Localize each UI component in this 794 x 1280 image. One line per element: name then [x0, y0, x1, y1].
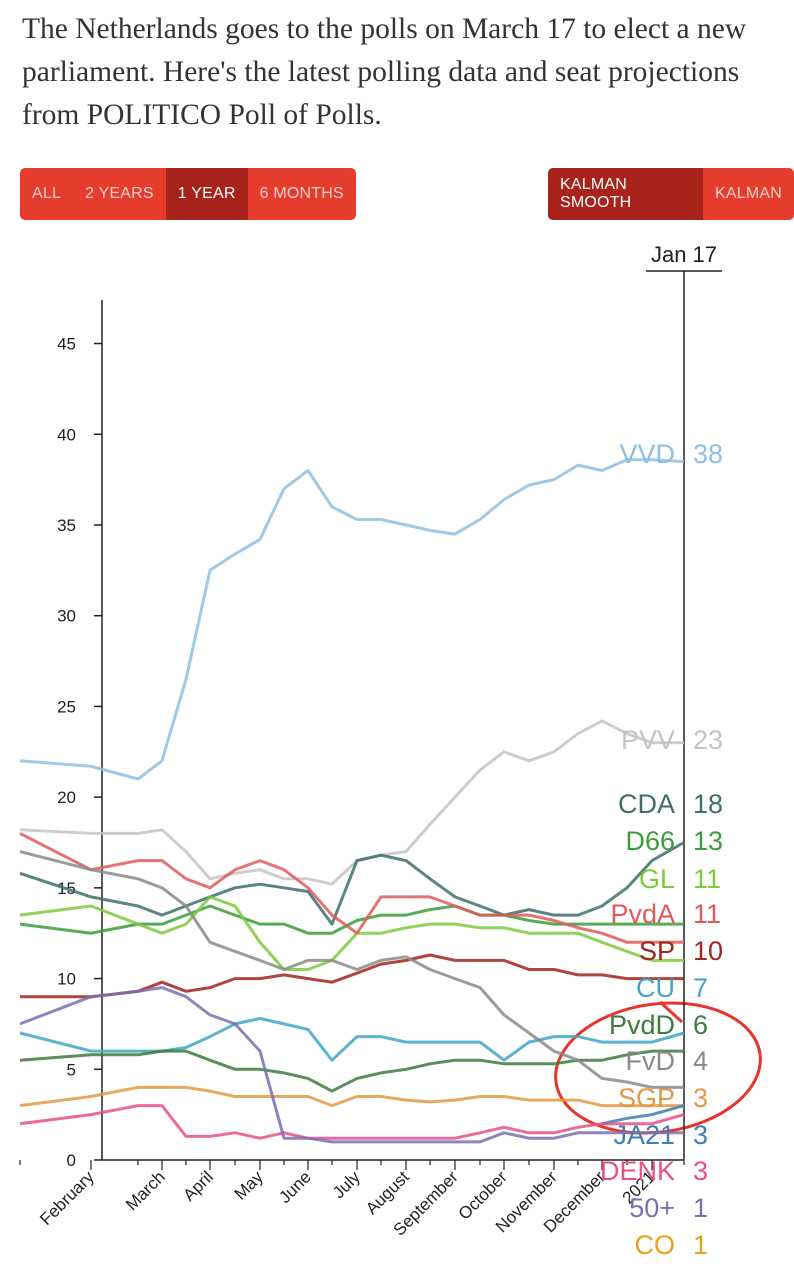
seat-count: 4 [693, 1046, 708, 1076]
toggle-button[interactable]: KALMAN [715, 185, 782, 202]
legend-name: SGP [618, 1083, 675, 1113]
y-tick-label: 30 [57, 607, 76, 626]
legend-name: 50+ [629, 1193, 675, 1223]
intro-text: The Netherlands goes to the polls on Mar… [22, 13, 747, 131]
series-line [19, 719, 684, 886]
series-line [19, 1017, 685, 1062]
series-line [19, 986, 684, 1144]
legend-name: PvdD [609, 1010, 675, 1040]
seat-count: 11 [693, 899, 721, 929]
toggle-button[interactable]: ALL [32, 185, 62, 202]
seat-count: 3 [693, 1083, 708, 1113]
series-line [19, 832, 684, 944]
legend-name: DENK [600, 1156, 675, 1186]
y-tick-label: 20 [57, 788, 76, 807]
series-line [20, 953, 684, 999]
annotation-stroke [658, 1000, 684, 1024]
seat-count: 13 [693, 826, 723, 856]
legend-name: D66 [625, 826, 675, 856]
x-tick-label: June [275, 1167, 315, 1207]
x-tick-label: April [179, 1167, 216, 1204]
seat-count: 23 [693, 725, 723, 755]
toggle-button[interactable]: 6 MONTHS [259, 185, 344, 202]
x-tick-label: March [122, 1167, 169, 1214]
current-date: Jan 17 [651, 242, 717, 267]
series-line [19, 841, 685, 926]
legend-name: CO [635, 1230, 676, 1260]
series-line [19, 895, 684, 971]
y-tick-label: 25 [57, 697, 76, 716]
legend-name: PVV [621, 725, 675, 755]
toggle-button[interactable]: KALMAN SMOOTH [548, 168, 703, 220]
seat-count: 3 [693, 1120, 708, 1150]
legend-name: PvdA [610, 899, 675, 929]
seat-count: 38 [693, 439, 723, 469]
y-tick-label: 45 [57, 335, 76, 354]
toggle-button[interactable]: 2 YEARS [85, 185, 154, 202]
series-line [19, 1104, 685, 1140]
seat-count: 1 [693, 1230, 708, 1260]
y-tick-label: 35 [57, 516, 76, 535]
series-line [19, 904, 684, 935]
x-tick-label: July [329, 1167, 364, 1202]
series-line [601, 1104, 685, 1126]
x-tick-label: February [36, 1167, 98, 1229]
seat-count: 18 [693, 789, 723, 819]
legend-name: GL [639, 864, 675, 894]
range-buttons: ALL 2 YEARS 1 YEAR 6 MONTHS [20, 168, 356, 220]
seat-count: 1 [693, 1193, 708, 1223]
x-tick-label: May [231, 1167, 267, 1203]
legend-name: VVD [619, 439, 675, 469]
series-line [19, 1049, 684, 1093]
seat-count: 6 [693, 1010, 708, 1040]
legend-name: SP [639, 936, 675, 966]
series-line [19, 458, 685, 781]
y-tick-label: 10 [57, 970, 76, 989]
seat-count: 7 [693, 973, 708, 1003]
legend-name: FvD [626, 1046, 676, 1076]
legend-name: CU [636, 973, 675, 1003]
seat-count: 10 [693, 936, 723, 966]
y-tick-label: 5 [67, 1060, 76, 1079]
smoothing-buttons: KALMAN SMOOTH KALMAN [548, 168, 794, 220]
seat-count: 3 [693, 1156, 708, 1186]
y-tick-label: 0 [67, 1151, 76, 1170]
seat-count: 11 [693, 864, 721, 894]
series-line [19, 1085, 684, 1108]
y-tick-label: 40 [57, 425, 76, 444]
series-line [19, 850, 684, 1089]
toggle-button[interactable]: 1 YEAR [165, 168, 248, 220]
legend-name: CDA [618, 789, 675, 819]
